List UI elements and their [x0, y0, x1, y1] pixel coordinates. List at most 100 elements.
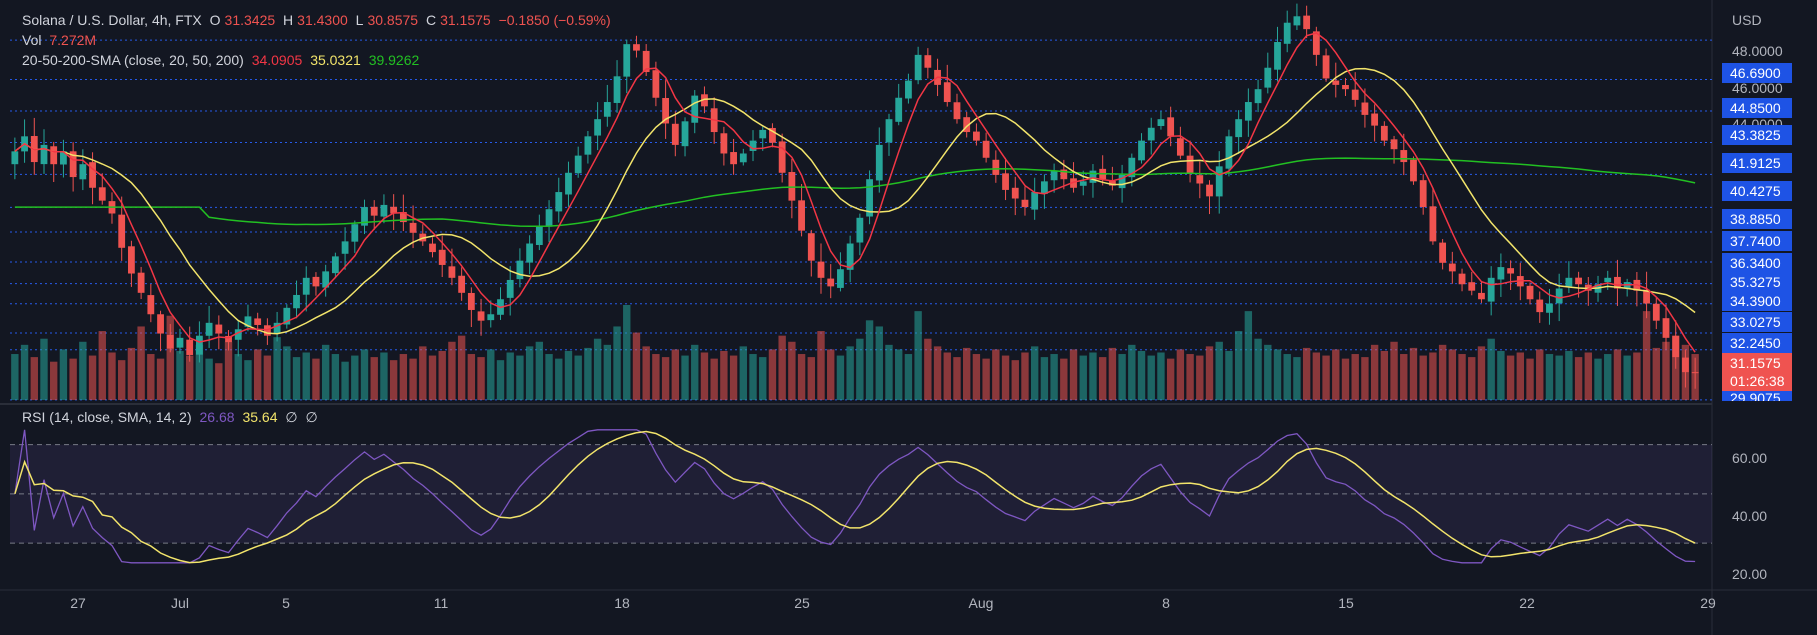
- volume-bar: [1283, 354, 1291, 400]
- rsi-line: [14, 429, 1696, 564]
- volume-bar: [88, 355, 97, 400]
- candle-body: [749, 140, 757, 151]
- price-tag: 29.9075: [1722, 391, 1792, 401]
- volume-bar: [992, 349, 1000, 400]
- volume-bar: [1293, 357, 1301, 400]
- volume-bar: [1526, 358, 1534, 400]
- volume-bar: [292, 357, 301, 400]
- candle-body: [1555, 288, 1563, 304]
- countdown-tag: 01:26:38: [1722, 371, 1792, 391]
- volume-bar: [661, 357, 670, 400]
- candle-body: [429, 243, 436, 253]
- high-label: H: [283, 12, 294, 28]
- price-tag: 38.8850: [1722, 209, 1792, 229]
- candle-body: [1507, 268, 1515, 274]
- candle-body: [574, 155, 582, 174]
- volume-bar: [30, 357, 38, 400]
- volume-bar: [1332, 349, 1340, 400]
- volume-bar: [409, 358, 417, 400]
- volume-bar: [496, 360, 505, 400]
- candle-body: [1691, 372, 1699, 374]
- volume-bar: [321, 344, 330, 400]
- volume-bar: [1565, 350, 1573, 400]
- candle-body: [1497, 267, 1505, 280]
- volume-bar: [797, 354, 806, 400]
- volume-bar: [933, 346, 942, 400]
- candle-body: [1487, 277, 1495, 302]
- candle-body: [1215, 166, 1223, 197]
- volume-bar: [1662, 341, 1670, 400]
- candle-body: [1196, 175, 1204, 184]
- candle-body: [555, 192, 563, 212]
- candle-body: [1458, 273, 1466, 285]
- volume-bar: [1487, 338, 1495, 400]
- volume-bar: [263, 355, 272, 400]
- volume-bar: [215, 363, 223, 400]
- candle-body: [769, 127, 776, 143]
- volume-bar: [895, 349, 903, 400]
- volume-legend[interactable]: Vol 7.272M: [22, 32, 100, 48]
- candle-body: [759, 129, 767, 139]
- rsi-upper-value: ∅: [285, 409, 298, 425]
- volume-bar: [817, 331, 825, 400]
- volume-bar: [224, 341, 233, 400]
- volume-bar: [127, 347, 136, 400]
- candle-body: [40, 144, 48, 165]
- volume-bar: [185, 355, 194, 400]
- volume-bar: [448, 341, 456, 400]
- volume-bar: [924, 338, 932, 400]
- price-tag: 43.3825: [1722, 125, 1792, 145]
- volume-bar: [1166, 358, 1175, 400]
- volume-bar: [671, 349, 680, 400]
- volume-bar: [1079, 355, 1087, 400]
- candle-body: [1390, 139, 1398, 150]
- price-tag: 35.3275: [1722, 272, 1792, 292]
- open-label: O: [209, 12, 221, 28]
- candle-body: [263, 325, 271, 336]
- candle-body: [565, 172, 572, 195]
- volume-bar: [759, 357, 767, 400]
- volume-bar: [1050, 354, 1058, 400]
- candle-body: [905, 80, 912, 99]
- volume-bar: [108, 352, 116, 400]
- volume-bar: [467, 354, 476, 400]
- price-axis-tick: 48.0000: [1732, 43, 1783, 59]
- candle-body: [1410, 159, 1417, 182]
- volume-bar: [1574, 357, 1583, 400]
- volume-bar: [457, 335, 466, 400]
- volume-bar: [1370, 344, 1379, 400]
- candle-body: [438, 249, 446, 265]
- candle-body: [361, 207, 368, 226]
- candle-body: [924, 55, 932, 68]
- rsi-axis-tick: 60.00: [1732, 450, 1768, 466]
- volume-bar: [1030, 346, 1039, 400]
- volume-bar: [1302, 347, 1311, 400]
- volume-bar: [1594, 358, 1602, 400]
- candle-body: [1419, 180, 1427, 208]
- candle-body: [1070, 178, 1077, 188]
- sma50-value: 35.0321: [310, 52, 361, 68]
- volume-bar: [700, 352, 709, 400]
- volume-bar: [856, 338, 864, 400]
- candle-body: [98, 187, 106, 201]
- volume-bar: [1633, 352, 1641, 400]
- rsi-legend[interactable]: RSI (14, close, SMA, 14, 2) 26.68 35.64 …: [22, 409, 322, 426]
- volume-bar: [914, 311, 922, 400]
- candle-body: [1468, 282, 1476, 291]
- symbol-title[interactable]: Solana / U.S. Dollar, 4h, FTX: [22, 12, 202, 28]
- sma-legend[interactable]: 20-50-200-SMA (close, 20, 50, 200) 34.09…: [22, 52, 423, 68]
- candle-body: [1380, 125, 1388, 141]
- volume-bar: [477, 357, 485, 400]
- sma50-line: [14, 67, 1696, 335]
- candle-body: [380, 204, 388, 217]
- candle-body: [982, 140, 990, 158]
- candle-body: [302, 277, 310, 295]
- volume-bar: [982, 358, 990, 400]
- price-axis-tick: 46.0000: [1732, 80, 1783, 96]
- volume-bar: [555, 358, 563, 400]
- change-value: −0.1850 (−0.59%): [498, 12, 611, 28]
- volume-bar: [516, 355, 524, 400]
- candle-body: [341, 241, 349, 254]
- candle-body: [60, 151, 67, 165]
